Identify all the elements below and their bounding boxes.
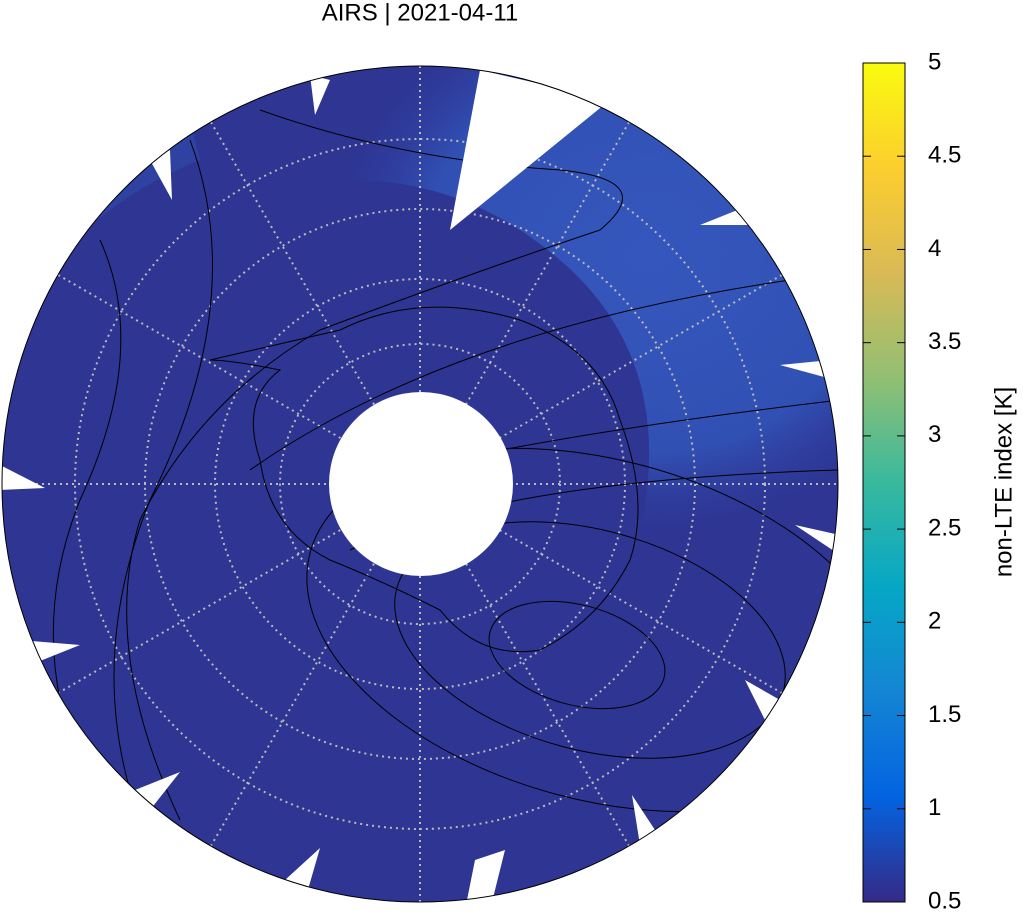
- coastline: [209, 306, 639, 653]
- map: [2, 66, 838, 902]
- title: AIRS | 2021-04-11: [322, 0, 519, 26]
- colorbar: [862, 62, 906, 903]
- tick-label: 1: [928, 794, 941, 821]
- contours: [52, 109, 838, 821]
- tick-label: 2: [928, 608, 941, 635]
- map-border: [1, 65, 839, 903]
- pole-gap: [329, 392, 513, 576]
- tick-label: 3.5: [928, 328, 961, 355]
- tick-label: 5: [928, 48, 941, 75]
- colorbar-ticks: 0.5 1 1.5 2 2.5 3 3.5 4 4.5 5: [863, 48, 961, 913]
- tick-label: 4: [928, 235, 941, 262]
- tick-label: 0.5: [928, 887, 961, 913]
- light-region: [200, 66, 838, 620]
- tick-label: 4.5: [928, 142, 961, 169]
- tick-label: 1.5: [928, 701, 961, 728]
- colorbar-label: non-LTE index [K]: [990, 387, 1017, 577]
- tick-label: 2.5: [928, 514, 961, 541]
- tick-label: 3: [928, 421, 941, 448]
